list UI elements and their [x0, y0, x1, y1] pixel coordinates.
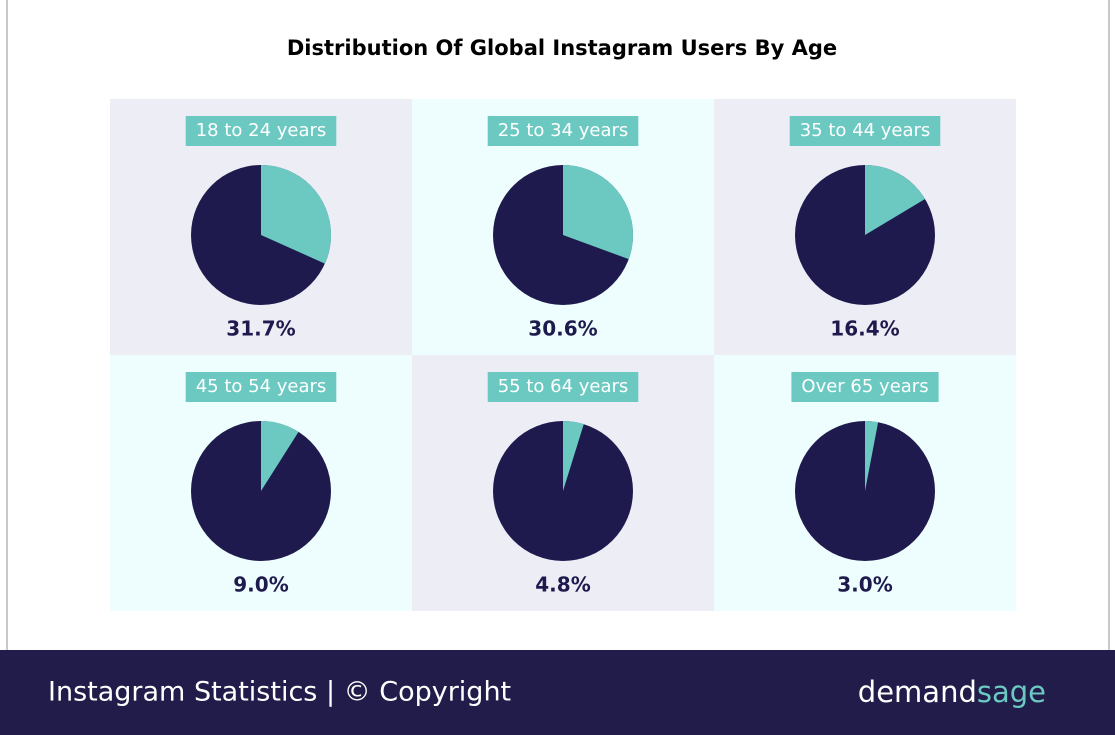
pie-slice	[865, 421, 879, 491]
footer-caption: Instagram Statistics | © Copyright	[48, 677, 511, 708]
label-box	[487, 372, 639, 402]
pie-grid: 18 to 24 years 31.7% 25 to 34 years 30.6% 35…	[110, 99, 1016, 611]
category-label: 25 to 34 years	[498, 120, 629, 141]
pie-slice	[261, 165, 331, 264]
brand: demandsage	[858, 675, 1046, 709]
category-label: 18 to 24 years	[196, 120, 327, 141]
pie-slice	[563, 421, 584, 491]
category-label: 45 to 54 years	[196, 376, 327, 397]
footer-band	[0, 650, 1115, 735]
category-label: 55 to 64 years	[498, 376, 629, 397]
pie-slice	[261, 421, 299, 491]
value-label: 3.0%	[837, 573, 892, 597]
category-label: Over 65 years	[801, 376, 928, 397]
label-box	[185, 116, 337, 146]
label-box	[791, 372, 939, 402]
pie-slice	[865, 165, 926, 235]
chart-title: Distribution Of Global Instagram Users B…	[287, 36, 837, 60]
label-box	[185, 372, 337, 402]
brand-part: sage	[977, 675, 1046, 709]
pie-slice	[563, 165, 634, 260]
brand-part: demand	[858, 675, 977, 709]
value-label: 4.8%	[535, 573, 590, 597]
value-label: 9.0%	[233, 573, 288, 597]
value-label: 16.4%	[830, 317, 899, 341]
value-label: 30.6%	[528, 317, 597, 341]
label-box	[487, 116, 639, 146]
category-label: 35 to 44 years	[800, 120, 931, 141]
label-box	[789, 116, 941, 146]
value-label: 31.7%	[226, 317, 295, 341]
